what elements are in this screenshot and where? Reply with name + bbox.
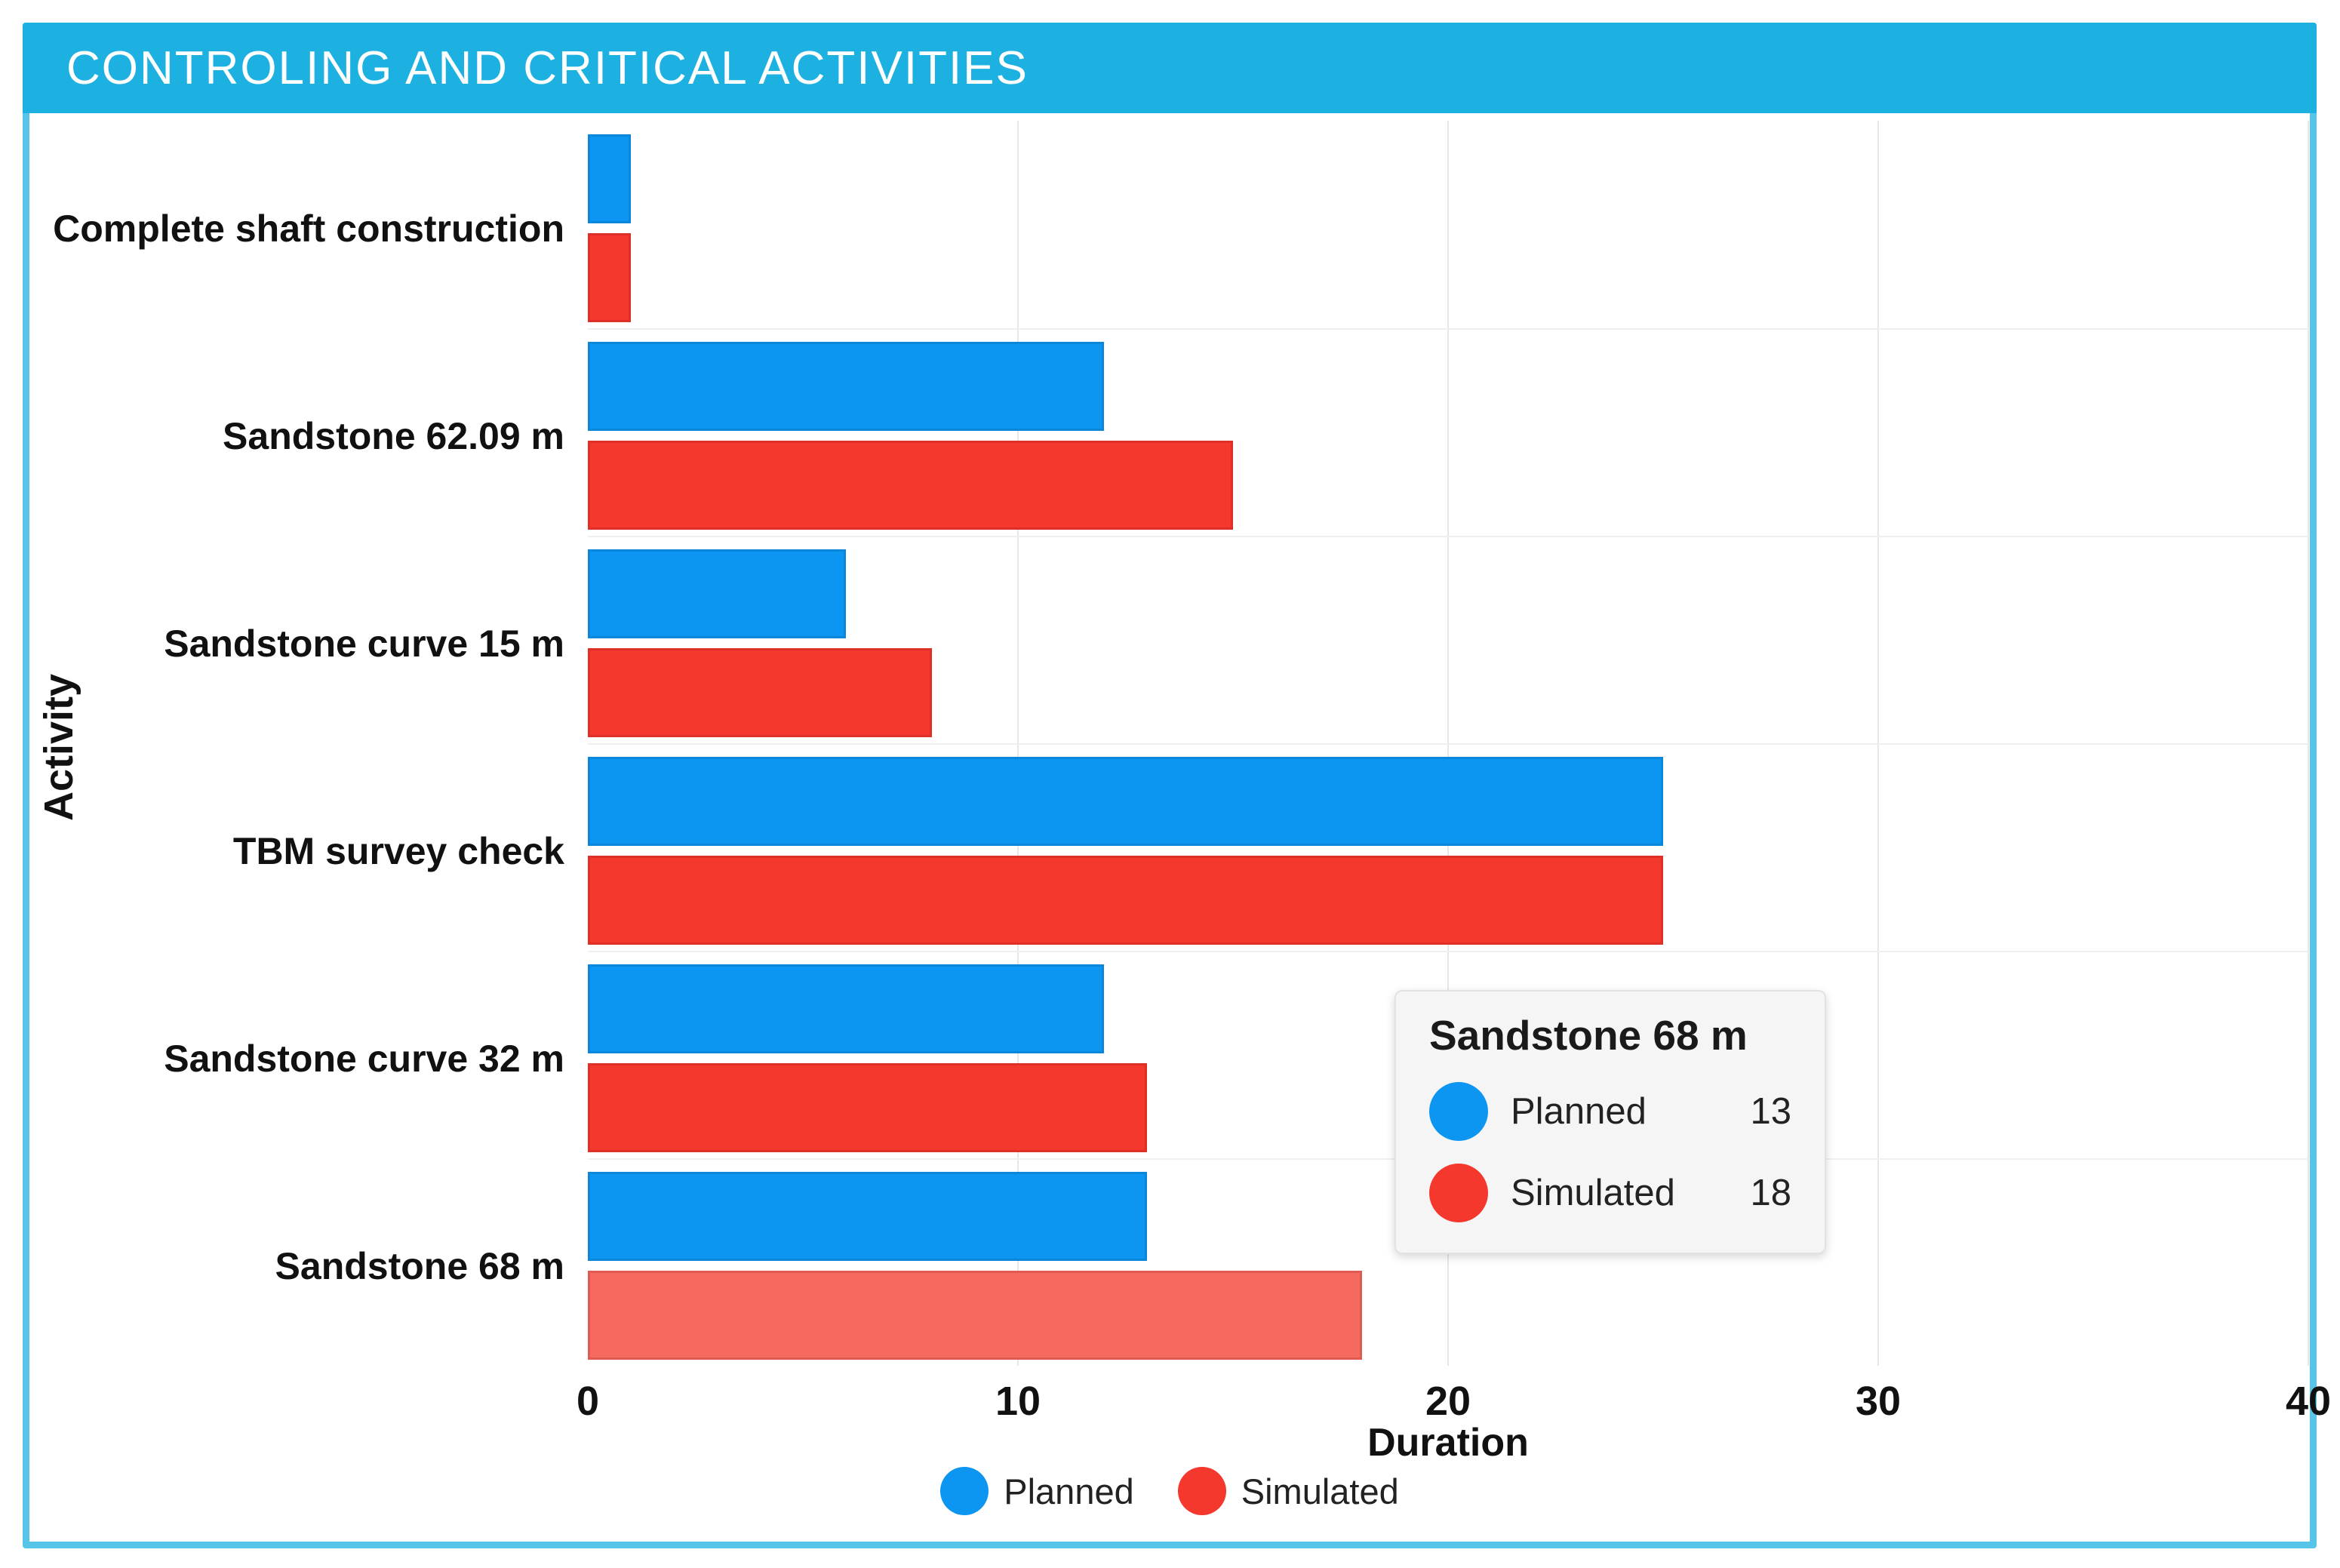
row-separator [588, 536, 2308, 537]
planned-series-dot-icon [1429, 1082, 1488, 1141]
bar-planned-4[interactable] [588, 964, 1104, 1053]
x-tick-label-20: 20 [1425, 1379, 1471, 1424]
x-tick-label-30: 30 [1855, 1379, 1902, 1424]
category-label-4: Sandstone curve 32 m [164, 1037, 564, 1080]
bar-simulated-5[interactable] [588, 1271, 1362, 1360]
bar-simulated-0[interactable] [588, 233, 631, 322]
legend-item-planned[interactable]: Planned [940, 1467, 1134, 1515]
category-label-0: Complete shaft construction [53, 207, 564, 250]
bar-simulated-2[interactable] [588, 648, 932, 737]
tooltip-series-value: 18 [1750, 1173, 1791, 1213]
chart-legend: Planned Simulated [23, 1459, 2317, 1523]
bar-simulated-1[interactable] [588, 441, 1233, 530]
gridline-x-40 [2308, 121, 2309, 1366]
tooltip-series-label: Simulated [1511, 1173, 1675, 1213]
tooltip: Sandstone 68 m Planned 13 Simulated 18 [1394, 990, 1826, 1254]
tooltip-series-value: 13 [1750, 1091, 1791, 1132]
x-tick-label-0: 0 [576, 1379, 600, 1424]
legend-item-simulated[interactable]: Simulated [1177, 1467, 1399, 1515]
tooltip-row: Simulated 18 [1429, 1164, 1791, 1222]
category-label-1: Sandstone 62.09 m [223, 414, 564, 457]
x-axis-ticks: 0 10 20 30 40 [577, 1378, 2331, 1424]
category-label-2: Sandstone curve 15 m [164, 622, 564, 665]
bar-planned-2[interactable] [588, 549, 846, 638]
category-axis: Complete shaft construction Sandstone 62.… [30, 121, 564, 1366]
row-separator [588, 951, 2308, 952]
row-separator [588, 328, 2308, 330]
bar-planned-3[interactable] [588, 757, 1663, 846]
tooltip-series-label: Planned [1511, 1091, 1647, 1132]
row-separator [588, 743, 2308, 745]
card-header: CONTROLING AND CRITICAL ACTIVITIES [23, 23, 2317, 113]
x-tick-label-10: 10 [995, 1379, 1041, 1424]
legend-label: Simulated [1241, 1471, 1399, 1511]
bar-simulated-3[interactable] [588, 856, 1663, 945]
x-axis-title: Duration [1367, 1421, 1529, 1465]
simulated-legend-dot-icon [1177, 1467, 1226, 1515]
bar-planned-5[interactable] [588, 1172, 1147, 1261]
x-tick-label-40: 40 [2285, 1379, 2332, 1424]
tooltip-title: Sandstone 68 m [1429, 1012, 1748, 1059]
bar-chart-plot-area [588, 121, 2309, 1366]
simulated-series-dot-icon [1429, 1164, 1488, 1222]
tooltip-row: Planned 13 [1429, 1082, 1791, 1141]
bar-planned-1[interactable] [588, 342, 1104, 431]
planned-legend-dot-icon [940, 1467, 989, 1515]
bar-planned-0[interactable] [588, 134, 631, 223]
page-title: CONTROLING AND CRITICAL ACTIVITIES [66, 42, 1029, 94]
bar-simulated-4[interactable] [588, 1063, 1147, 1152]
category-label-5: Sandstone 68 m [275, 1244, 564, 1287]
category-label-3: TBM survey check [232, 829, 564, 872]
legend-label: Planned [1004, 1471, 1134, 1511]
